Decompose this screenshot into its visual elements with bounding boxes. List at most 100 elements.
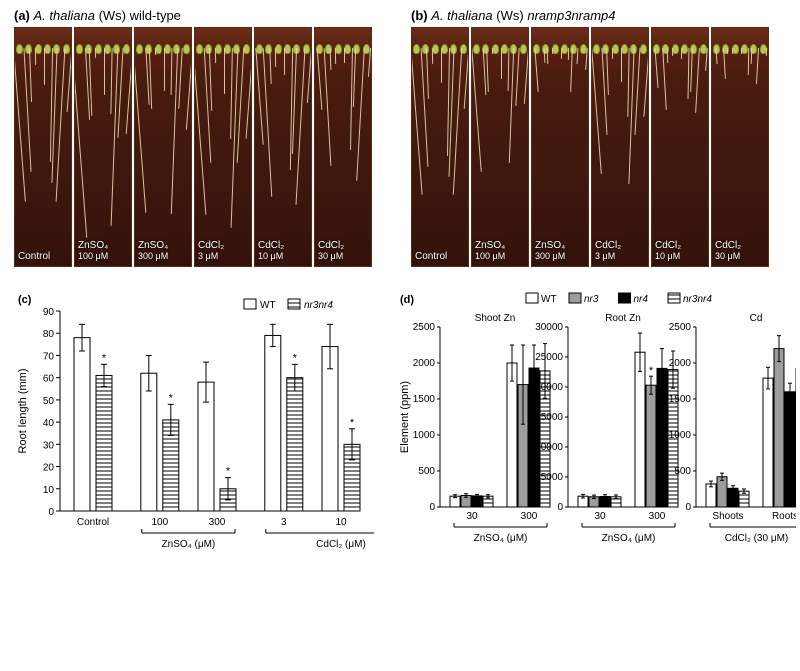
svg-text:nr3: nr3 <box>584 294 599 305</box>
svg-text:90: 90 <box>43 307 55 318</box>
roots <box>532 48 588 266</box>
root <box>66 48 72 112</box>
svg-text:500: 500 <box>674 466 691 477</box>
panel-b-genotype: nramp3nramp4 <box>527 8 615 23</box>
root <box>690 48 693 92</box>
root <box>654 48 658 88</box>
roots <box>412 48 468 266</box>
root <box>125 48 132 134</box>
strip: ZnSO₄300 μM <box>134 27 192 267</box>
root <box>585 48 588 70</box>
svg-text:nr3nr4: nr3nr4 <box>304 300 333 311</box>
root <box>723 48 726 79</box>
svg-text:15000: 15000 <box>535 412 563 423</box>
svg-text:2000: 2000 <box>413 358 436 369</box>
roots <box>75 48 131 266</box>
root <box>155 48 156 55</box>
root <box>350 48 353 150</box>
strip-caption: ZnSO₄100 μM <box>475 240 525 262</box>
root <box>732 48 733 54</box>
strip-caption: ZnSO₄300 μM <box>535 240 585 262</box>
root <box>330 48 332 70</box>
svg-text:80: 80 <box>43 329 55 340</box>
root <box>544 48 546 63</box>
root <box>750 48 752 64</box>
root <box>547 48 549 64</box>
root <box>756 48 759 84</box>
svg-text:300: 300 <box>649 511 666 522</box>
svg-text:1000: 1000 <box>413 430 436 441</box>
root <box>270 48 272 84</box>
root <box>453 48 462 195</box>
strip-caption: Control <box>18 251 68 262</box>
svg-text:Control: Control <box>77 517 109 528</box>
strip: ZnSO₄100 μM <box>74 27 132 267</box>
svg-text:60: 60 <box>43 374 55 385</box>
root <box>209 48 212 111</box>
svg-text:1500: 1500 <box>413 394 436 405</box>
root <box>687 48 689 99</box>
root <box>561 48 562 59</box>
roots <box>135 48 191 266</box>
strip-caption: Control <box>415 251 465 262</box>
strips-a: ControlZnSO₄100 μMZnSO₄300 μMCdCl₂3 μMCd… <box>14 27 389 267</box>
svg-text:WT: WT <box>541 294 557 305</box>
svg-text:*: * <box>350 417 355 429</box>
strip-caption: CdCl₂30 μM <box>715 240 765 262</box>
root <box>295 48 305 205</box>
strip-caption: CdCl₂3 μM <box>595 240 645 262</box>
roots <box>592 48 648 266</box>
root <box>667 48 669 63</box>
root <box>643 48 649 117</box>
svg-text:Root length (mm): Root length (mm) <box>17 369 29 454</box>
svg-text:WT: WT <box>260 300 276 311</box>
root <box>134 48 146 213</box>
root <box>284 48 285 75</box>
svg-text:Shoots: Shoots <box>712 511 743 522</box>
svg-text:500: 500 <box>418 466 435 477</box>
root <box>507 48 509 91</box>
svg-text:*: * <box>226 466 231 478</box>
panel-b: (b) A. thaliana (Ws) nramp3nramp4 Contro… <box>411 8 786 267</box>
root <box>715 48 717 65</box>
svg-text:30: 30 <box>43 440 55 451</box>
svg-text:300: 300 <box>209 517 226 528</box>
svg-text:ZnSO₄ (μM): ZnSO₄ (μM) <box>474 533 528 544</box>
strip: CdCl₂10 μM <box>254 27 312 267</box>
figure-page: (a) A. thaliana (Ws) wild-type ControlZn… <box>0 0 800 671</box>
root <box>255 48 263 145</box>
strip: CdCl₂30 μM <box>711 27 769 267</box>
svg-text:0: 0 <box>685 502 691 513</box>
root <box>471 48 481 172</box>
root <box>727 48 728 54</box>
root <box>524 48 529 104</box>
root <box>335 48 336 64</box>
root <box>29 48 32 102</box>
svg-text:1000: 1000 <box>669 430 692 441</box>
root <box>104 48 105 95</box>
root <box>230 48 233 139</box>
svg-text:nr4: nr4 <box>634 294 649 305</box>
root <box>621 48 622 82</box>
svg-text:CdCl₂ (μM): CdCl₂ (μM) <box>316 539 366 550</box>
root <box>164 48 165 91</box>
root <box>55 48 65 202</box>
root <box>215 48 216 63</box>
panel-a-accession: (Ws) wild-type <box>99 8 181 23</box>
panel-b-tag: (b) <box>411 8 428 23</box>
panel-d: (d)WTnr3nr4nr3nr4Element (ppm)Shoot Zn05… <box>396 289 796 614</box>
svg-text:20000: 20000 <box>535 382 563 393</box>
roots <box>712 48 768 266</box>
top-row: (a) A. thaliana (Ws) wild-type ControlZn… <box>14 8 786 267</box>
root <box>356 48 365 181</box>
svg-text:2500: 2500 <box>669 322 692 333</box>
svg-text:nr3nr4: nr3nr4 <box>683 294 712 305</box>
strip: CdCl₂30 μM <box>314 27 372 267</box>
root <box>672 48 673 56</box>
root <box>570 48 573 92</box>
svg-text:0: 0 <box>557 502 563 513</box>
root <box>317 48 323 110</box>
strip-caption: ZnSO₄100 μM <box>78 240 128 262</box>
svg-text:Shoot Zn: Shoot Zn <box>475 313 516 324</box>
svg-text:Element (ppm): Element (ppm) <box>399 381 411 453</box>
